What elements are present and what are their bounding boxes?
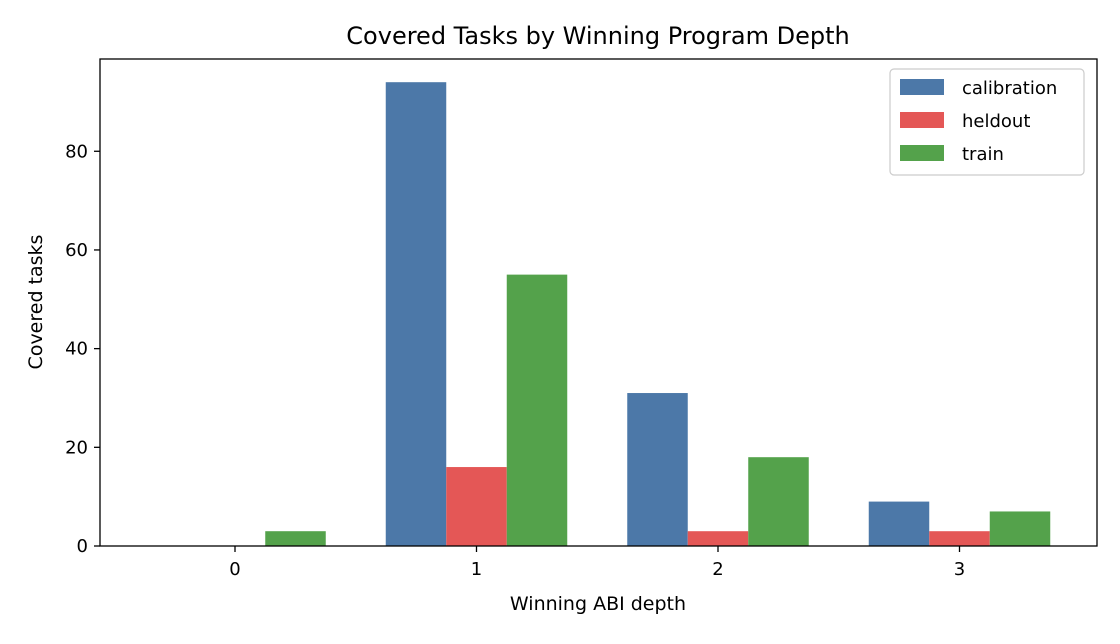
legend-label-heldout: heldout — [962, 111, 1030, 132]
plot-frame — [99, 58, 1098, 547]
bar-train-2 — [748, 457, 809, 546]
bar-train-3 — [989, 511, 1051, 546]
y-tick-label: 40 — [65, 339, 88, 360]
bar-heldout-1 — [446, 467, 507, 546]
y-tick-label: 20 — [65, 437, 88, 458]
legend: calibration heldout train — [889, 68, 1085, 176]
bar-heldout-2 — [687, 531, 749, 546]
legend-swatch-heldout — [900, 112, 944, 128]
bar-calibration-3 — [868, 501, 930, 546]
x-axis-label: Winning ABI depth — [510, 593, 686, 615]
x-tick-label: 0 — [229, 559, 240, 580]
x-axis: 0 1 2 3 — [229, 546, 965, 580]
bar-calibration-1 — [385, 82, 447, 546]
legend-label-calibration: calibration — [962, 78, 1057, 99]
y-tick-label: 0 — [77, 536, 88, 557]
bar-train-1 — [506, 274, 568, 546]
legend-label-train: train — [962, 144, 1004, 165]
y-axis: 0 20 40 60 80 — [65, 141, 100, 557]
bar-calibration-2 — [627, 393, 688, 546]
x-tick-label: 2 — [712, 559, 723, 580]
bar-heldout-3 — [929, 531, 990, 546]
y-tick-label: 80 — [65, 141, 88, 162]
legend-swatch-train — [900, 145, 944, 161]
y-tick-label: 60 — [65, 240, 88, 261]
chart-title: Covered Tasks by Winning Program Depth — [346, 22, 849, 50]
legend-swatch-calibration — [900, 79, 944, 95]
y-axis-label: Covered tasks — [25, 235, 47, 370]
x-tick-label: 1 — [471, 559, 482, 580]
bars-group — [265, 82, 1051, 546]
x-tick-label: 3 — [954, 559, 965, 580]
bar-train-0 — [265, 531, 326, 546]
